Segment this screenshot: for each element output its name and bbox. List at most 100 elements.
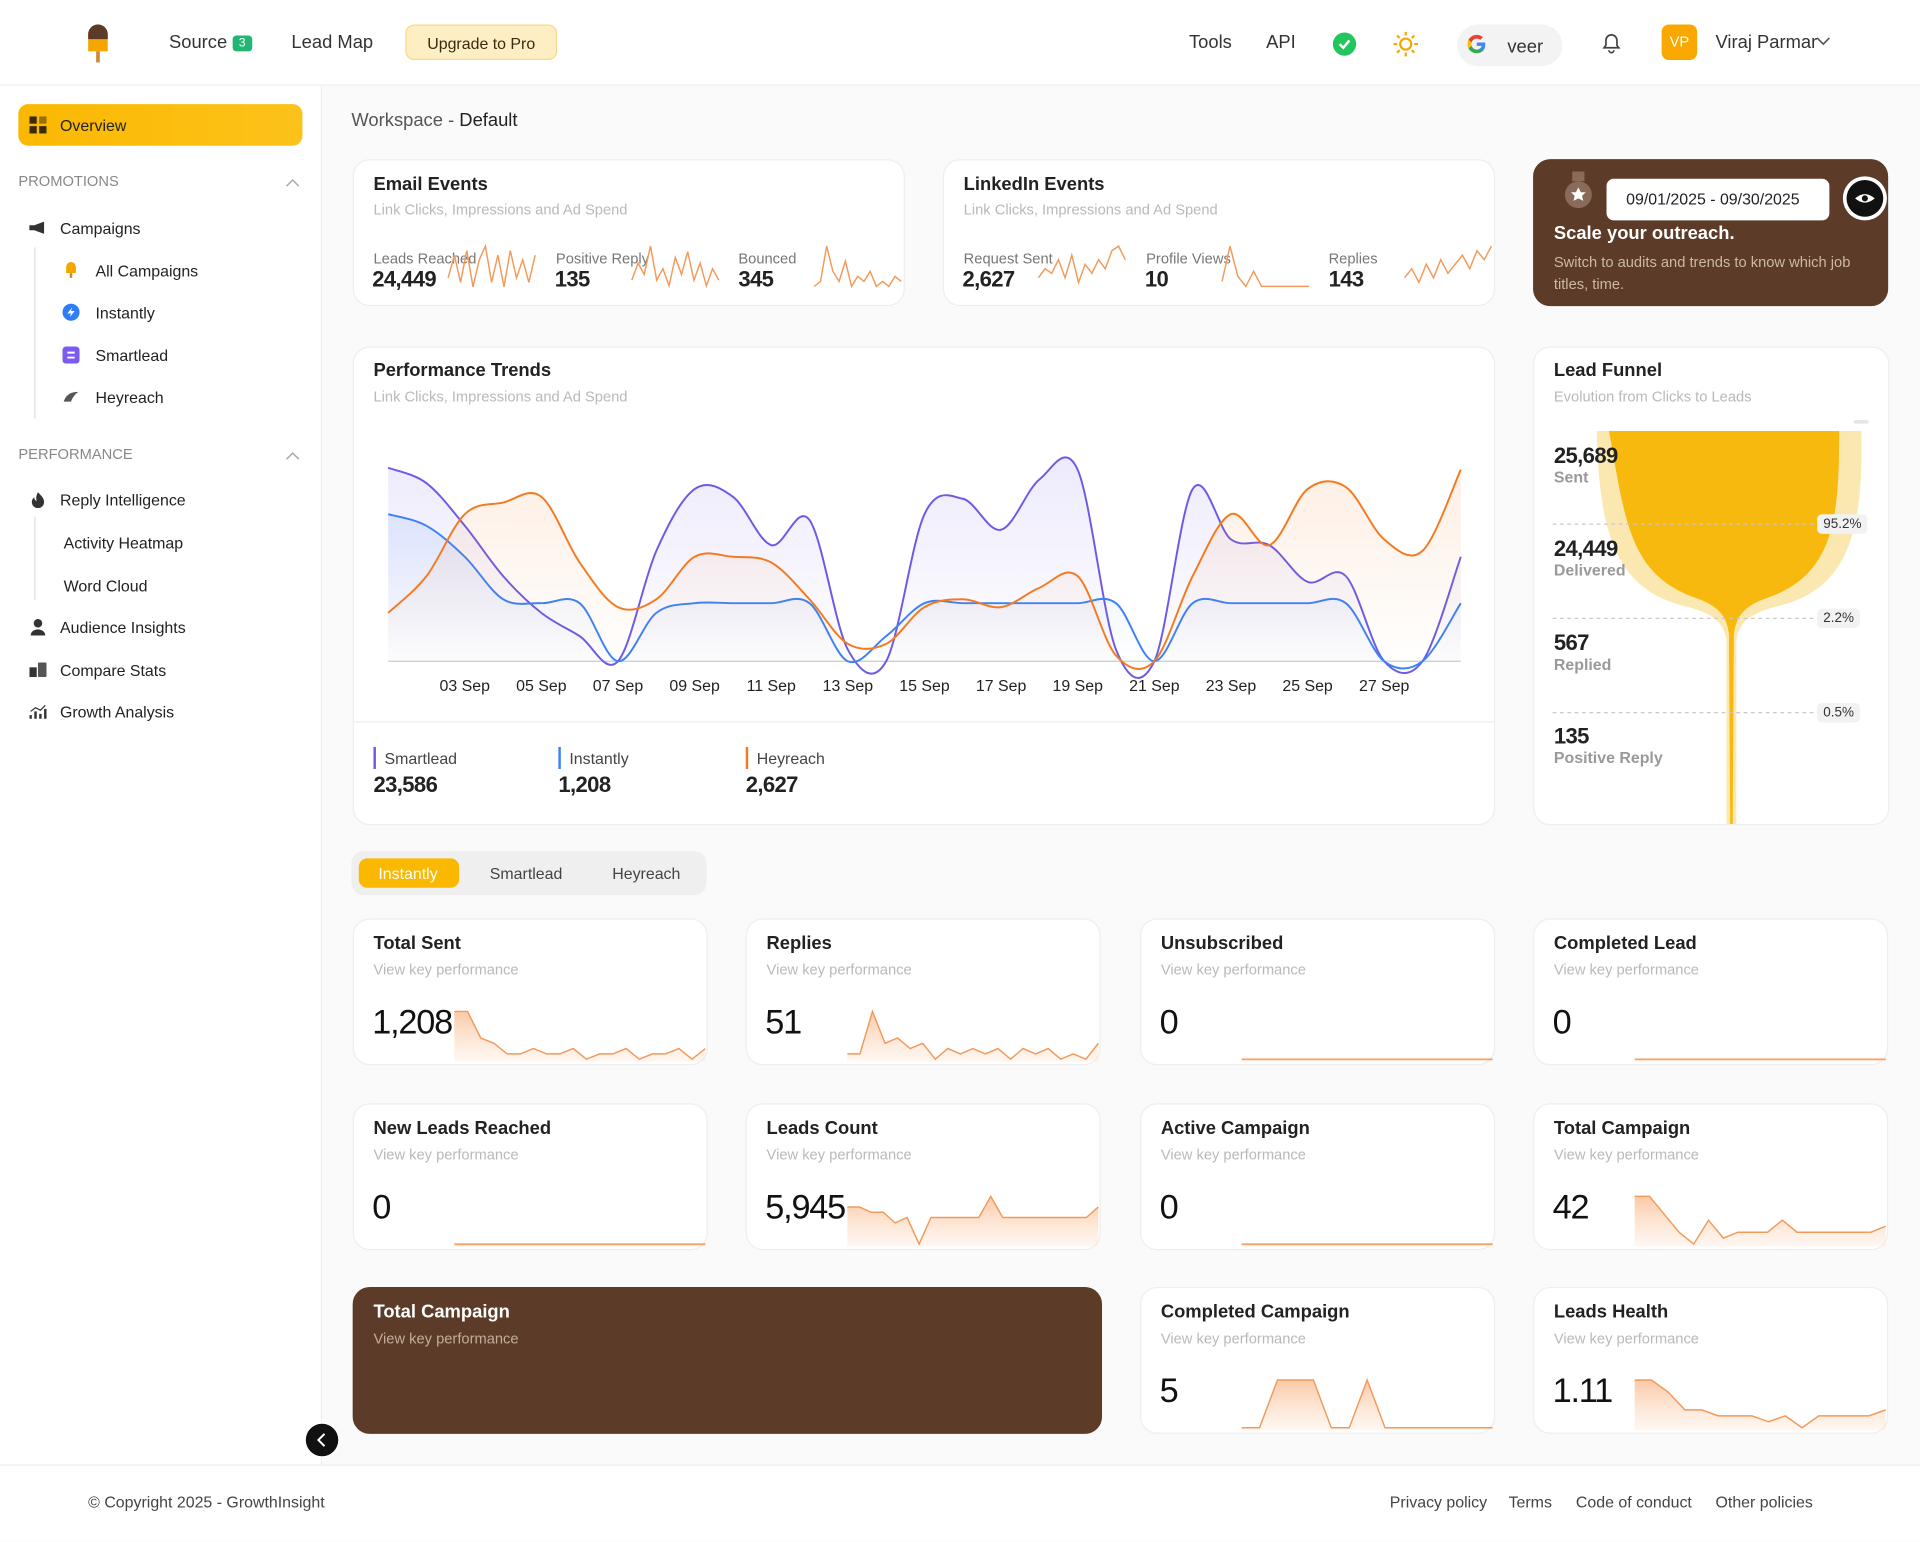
- sparkline-line: [447, 243, 536, 288]
- kpi-card: [352, 1103, 708, 1251]
- status-icon[interactable]: [1332, 32, 1357, 56]
- chart-title: Performance Trends: [373, 360, 552, 381]
- nav-item[interactable]: Overview: [60, 116, 127, 135]
- tab[interactable]: Smartlead: [489, 864, 563, 883]
- card-title: Total Campaign: [1553, 1117, 1691, 1139]
- theme-icon[interactable]: [1392, 31, 1419, 58]
- card-subtitle: View key performance: [1553, 1329, 1699, 1347]
- email-events-card: [352, 159, 905, 307]
- kpi-value: 0: [1159, 1002, 1179, 1041]
- collapse-button[interactable]: [303, 1421, 341, 1459]
- account-pill[interactable]: [1457, 24, 1563, 67]
- kpi-card: [745, 918, 1101, 1066]
- x-tick-label: 15 Sep: [899, 678, 950, 695]
- kpi-value: 42: [1552, 1187, 1590, 1226]
- card-title: LinkedIn Events: [963, 173, 1105, 195]
- nav-item[interactable]: Compare Stats: [60, 661, 167, 680]
- chart-subtitle: Link Clicks, Impressions and Ad Spend: [373, 388, 628, 406]
- footer-link[interactable]: Code of conduct: [1575, 1492, 1692, 1512]
- nav-active[interactable]: [18, 104, 303, 146]
- nav-item[interactable]: Audience Insights: [60, 618, 186, 637]
- upgrade-button[interactable]: Upgrade to Pro: [405, 24, 558, 61]
- google-icon: [1467, 34, 1486, 54]
- chevron[interactable]: [285, 451, 300, 461]
- card-subtitle: View key performance: [766, 1146, 912, 1164]
- sparkline: [813, 245, 902, 294]
- metric-label: Positive Reply: [555, 249, 650, 267]
- sparkline-line: [1221, 245, 1309, 288]
- sparkline-area: [814, 246, 902, 294]
- x-tick-label: 27 Sep: [1359, 678, 1410, 695]
- metric-value: 135: [554, 266, 591, 292]
- tab[interactable]: Heyreach: [612, 864, 681, 883]
- date-range[interactable]: 09/01/2025 - 09/30/2025: [1606, 178, 1830, 221]
- brand[interactable]: GrowthInsight: [226, 1492, 325, 1512]
- funnel: [1552, 420, 1869, 825]
- nav-item[interactable]: Instantly: [95, 303, 155, 323]
- metric-label: Profile Views: [1146, 249, 1231, 267]
- user-name[interactable]: Viraj Parmar: [1715, 31, 1818, 53]
- nav-item[interactable]: Activity Heatmap: [63, 533, 184, 553]
- nav-link[interactable]: Lead Map: [291, 31, 374, 53]
- nav-item[interactable]: Heyreach: [95, 388, 164, 407]
- footer-link[interactable]: Terms: [1508, 1492, 1552, 1512]
- icon: [63, 391, 79, 402]
- metric-value: 2,627: [962, 266, 1015, 292]
- chevron[interactable]: [1816, 37, 1831, 47]
- metric-value: 345: [738, 266, 774, 292]
- sparkline-line: [813, 245, 902, 289]
- chevron[interactable]: [285, 178, 300, 188]
- section-title[interactable]: PERFORMANCE: [18, 445, 133, 463]
- x-tick-label: 19 Sep: [1053, 678, 1104, 695]
- sparkline-line: [631, 245, 720, 289]
- icon: [66, 262, 76, 278]
- card-title: Leads Health: [1553, 1301, 1669, 1323]
- nav-link[interactable]: API: [1266, 31, 1296, 53]
- tab-active[interactable]: [358, 858, 460, 888]
- card-title: Completed Campaign: [1160, 1301, 1350, 1323]
- eye-button[interactable]: [1842, 175, 1889, 222]
- icon: [31, 492, 45, 509]
- avatar[interactable]: VP: [1661, 24, 1698, 61]
- bell-icon[interactable]: [1600, 31, 1622, 55]
- promo-text: Switch to audits and trends to know whic…: [1553, 253, 1851, 293]
- tree-line: [34, 516, 36, 601]
- funnel-label: Replied: [1553, 655, 1612, 674]
- conversion-rate: 95.2%: [1817, 514, 1868, 534]
- card-title: Active Campaign: [1160, 1117, 1310, 1139]
- card-title: Total Sent: [373, 933, 461, 954]
- sparkline: [1634, 1058, 1886, 1062]
- legend-swatch: [558, 746, 561, 769]
- nav-item[interactable]: Smartlead: [95, 346, 169, 365]
- sparkline: [1037, 245, 1126, 294]
- sparkline-area: [847, 1196, 1099, 1247]
- card-subtitle: Link Clicks, Impressions and Ad Spend: [963, 200, 1218, 218]
- nav-link[interactable]: Tools: [1188, 31, 1232, 53]
- card-subtitle: View key performance: [1553, 1146, 1699, 1164]
- icon: [62, 303, 80, 321]
- medal-icon: [1564, 171, 1592, 209]
- x-tick-label: 17 Sep: [976, 678, 1027, 695]
- section-title[interactable]: PROMOTIONS: [18, 172, 119, 190]
- legend-total: 23,586: [373, 772, 438, 798]
- workspace-label: Workspace -: [351, 110, 460, 132]
- logo[interactable]: [86, 22, 110, 64]
- nav-item[interactable]: Campaigns: [60, 219, 141, 238]
- kpi-card: [352, 918, 708, 1066]
- metric-label: Bounced: [738, 249, 797, 267]
- nav-item[interactable]: Growth Analysis: [60, 702, 175, 722]
- sparkline: [1241, 1058, 1493, 1062]
- kpi-value: 0: [372, 1187, 391, 1226]
- nav-item[interactable]: Reply Intelligence: [60, 491, 186, 510]
- icon: [29, 221, 45, 234]
- x-tick-label: 03 Sep: [440, 678, 491, 695]
- tab[interactable]: Instantly: [378, 864, 438, 883]
- footer-link[interactable]: Other policies: [1715, 1492, 1813, 1512]
- divider: [353, 721, 1494, 723]
- nav-link[interactable]: Source: [168, 31, 228, 53]
- sparkline-area: [847, 1011, 1099, 1062]
- nav-item[interactable]: Word Cloud: [63, 576, 148, 596]
- x-tick-label: 13 Sep: [823, 678, 874, 695]
- footer-link[interactable]: Privacy policy: [1389, 1492, 1488, 1512]
- nav-item[interactable]: All Campaigns: [95, 262, 199, 281]
